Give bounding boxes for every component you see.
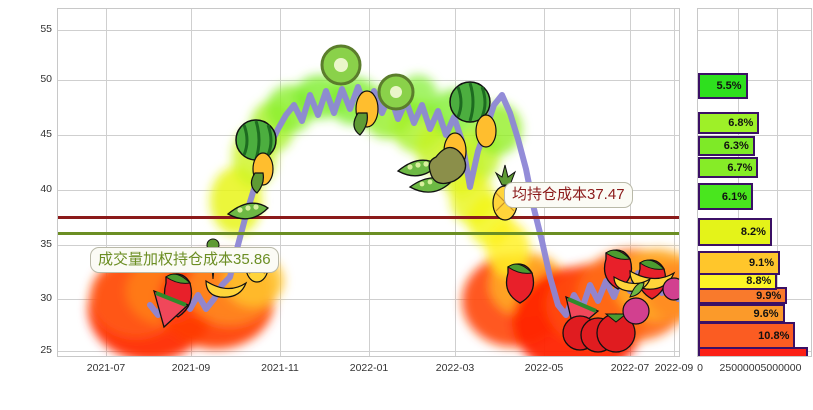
x-tick-label: 2022-01 xyxy=(349,362,389,374)
volume-bar-label: 6.8% xyxy=(728,117,754,129)
strawberry-icon xyxy=(603,249,633,290)
radish-icon xyxy=(622,282,650,325)
volume-bar-label: 8.2% xyxy=(740,226,766,238)
y-tick-label: 35 xyxy=(40,238,52,250)
volume-bar-label: 9.1% xyxy=(748,257,775,269)
tomato-icon xyxy=(562,313,636,353)
volume-bar: 6.7% xyxy=(698,157,759,178)
volume-bar: 5.5% xyxy=(698,73,748,99)
gridline-vertical xyxy=(777,9,778,356)
gridline-vertical xyxy=(674,9,675,356)
avocado-icon xyxy=(428,146,467,185)
volume-bar: 6.8% xyxy=(698,112,760,134)
x-tick-label: 2021-11 xyxy=(261,362,299,374)
volume-x-tick-label: 0 xyxy=(697,362,703,374)
gridline-horizontal xyxy=(58,190,679,191)
avg-cost-callout: 均持仓成本37.47 xyxy=(504,182,633,208)
corn-icon xyxy=(250,152,274,194)
y-tick-label: 50 xyxy=(40,73,52,85)
volume-bar: 8.2% xyxy=(698,218,772,246)
price-chart-plot: 成交量加权持仓成本35.86 均持仓成本37.47 xyxy=(57,8,680,357)
gridline-vertical xyxy=(106,9,107,356)
gridline-horizontal xyxy=(58,30,679,31)
volume-bar: 6.3% xyxy=(698,136,755,156)
watermelon-icon xyxy=(235,119,277,161)
vwap-holding-cost-line xyxy=(58,232,679,235)
y-tick-label: 30 xyxy=(40,292,52,304)
gridline-horizontal xyxy=(58,299,679,300)
watermelon-slice-icon xyxy=(153,289,190,329)
pea-pod-icon xyxy=(226,202,270,220)
volume-bar-label: 12.2% xyxy=(771,355,802,357)
volume-bar-label: 6.1% xyxy=(721,190,747,203)
volume-by-price-panel: 5.5% 6.8% 6.3% 6.7% 6.1% 8.2% 9.1% 8.8% 9.9% 9.6%… xyxy=(697,8,812,357)
volume-x-tick-label: 5000000 xyxy=(760,362,802,374)
volume-bar-label: 8.8% xyxy=(746,274,772,287)
radish-icon xyxy=(662,277,679,301)
volume-bar-label: 9.9% xyxy=(756,289,782,302)
gridline-horizontal xyxy=(58,351,679,352)
volume-bar-label: 6.7% xyxy=(727,161,753,174)
x-tick-label: 2022-09 xyxy=(654,362,694,374)
gridline-vertical xyxy=(630,9,631,356)
x-tick-label: 2022-07 xyxy=(610,362,650,374)
gridline-horizontal xyxy=(698,80,811,81)
volume-bar: 10.8% xyxy=(698,322,796,349)
volume-bar: 9.1% xyxy=(698,251,781,275)
volume-bar-label: 6.3% xyxy=(723,140,749,152)
x-tick-label: 2021-07 xyxy=(86,362,126,374)
watermelon-icon xyxy=(449,81,491,123)
banana-icon xyxy=(205,279,248,298)
strawberry-icon xyxy=(505,263,535,304)
kiwi-icon xyxy=(320,44,362,86)
gridline-vertical xyxy=(280,9,281,356)
gridline-vertical xyxy=(369,9,370,356)
y-tick-label: 25 xyxy=(40,344,52,356)
volume-bar: 6.1% xyxy=(698,183,753,210)
gridline-vertical xyxy=(738,9,739,356)
gridline-horizontal xyxy=(58,135,679,136)
x-tick-label: 2022-03 xyxy=(435,362,475,374)
gridline-vertical xyxy=(191,9,192,356)
corn-icon xyxy=(475,114,497,148)
fruit-marker-layer xyxy=(153,44,679,353)
volume-x-tick-label: 2500000 xyxy=(719,362,761,374)
volume-bar: 9.6% xyxy=(698,304,785,323)
avg-holding-cost-line xyxy=(58,216,679,219)
kiwi-icon xyxy=(377,73,415,111)
volume-bar-label: 9.6% xyxy=(753,307,779,320)
volume-bar-label: 10.8% xyxy=(758,329,790,342)
x-tick-label: 2022-05 xyxy=(524,362,564,374)
volume-bar-label: 5.5% xyxy=(716,80,742,92)
y-tick-label: 55 xyxy=(40,23,52,35)
gridline-horizontal xyxy=(698,135,811,136)
gridline-horizontal xyxy=(698,190,811,191)
x-tick-label: 2021-09 xyxy=(171,362,211,374)
price-line xyxy=(147,84,679,318)
corn-icon xyxy=(353,90,379,136)
gridline-horizontal xyxy=(58,80,679,81)
vwap-cost-callout: 成交量加权持仓成本35.86 xyxy=(90,247,279,273)
gridline-horizontal xyxy=(698,30,811,31)
y-tick-label: 45 xyxy=(40,128,52,140)
gridline-horizontal xyxy=(58,245,679,246)
y-tick-label: 40 xyxy=(40,183,52,195)
